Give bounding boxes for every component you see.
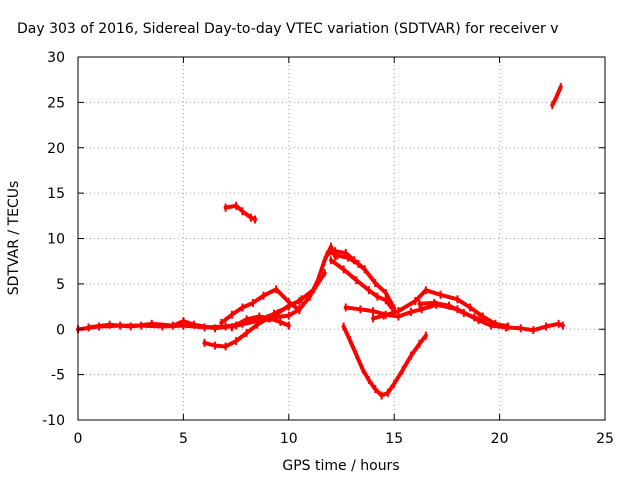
- series-layer: [76, 82, 565, 400]
- series-trace-5: [229, 314, 291, 330]
- y-tick-label: 30: [47, 50, 65, 66]
- series-trace-9: [335, 253, 367, 272]
- series-trace-4: [219, 287, 302, 325]
- y-tick-label: 15: [47, 186, 65, 202]
- y-tick-label: 5: [56, 277, 65, 293]
- x-tick-label: 10: [280, 431, 298, 447]
- y-tick-label: 20: [47, 141, 65, 157]
- y-tick-label: 10: [47, 232, 65, 248]
- plot-frame: [77, 56, 606, 421]
- x-tick-label: 15: [385, 431, 403, 447]
- series-trace-3: [202, 299, 302, 349]
- x-tick-label: 0: [74, 431, 83, 447]
- series-trace-13: [341, 324, 428, 398]
- y-tick-label: -5: [51, 368, 65, 384]
- y-tick-label: 25: [47, 95, 65, 111]
- y-axis-label: SDTVAR / TECUs: [6, 181, 22, 296]
- axis-ticks: [77, 56, 606, 421]
- tick-labels: 0 5 10 15 20 25 -10 -5 0 5 10 15 20 25 30: [42, 50, 614, 447]
- x-tick-label: 20: [491, 431, 509, 447]
- chart-title: Day 303 of 2016, Sidereal Day-to-day VTE…: [17, 21, 559, 37]
- series-trace-12: [417, 300, 487, 324]
- x-axis-label: GPS time / hours: [282, 458, 399, 474]
- series-trace-1: [76, 244, 338, 332]
- x-tick-label: 25: [596, 431, 614, 447]
- y-tick-label: -10: [42, 413, 65, 429]
- grid-lines: [78, 57, 605, 420]
- x-tick-label: 5: [179, 431, 188, 447]
- y-tick-label: 0: [56, 322, 65, 338]
